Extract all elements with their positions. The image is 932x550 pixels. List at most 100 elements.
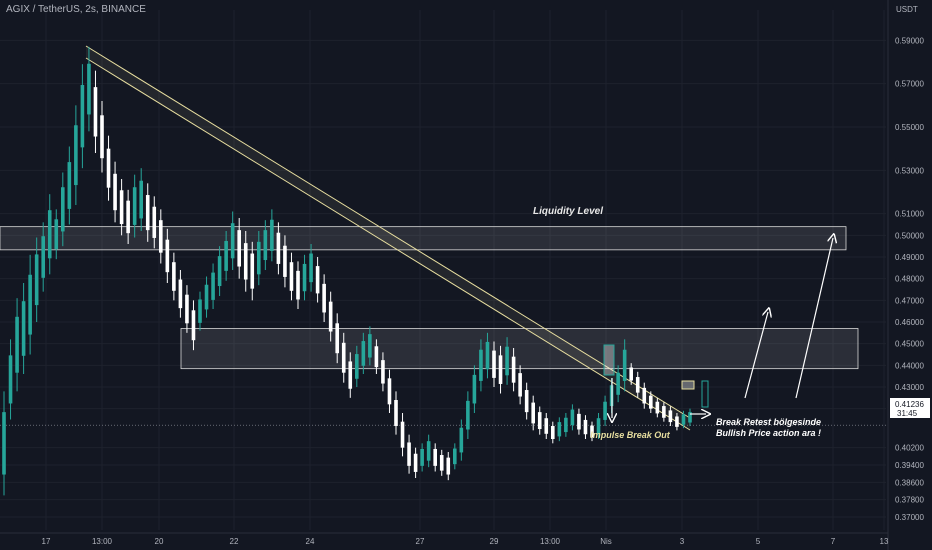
current-price-badge xyxy=(890,398,930,418)
candle-body xyxy=(355,354,359,379)
candle-body xyxy=(289,262,294,291)
trendline-lower xyxy=(85,57,691,431)
candle-body xyxy=(204,284,209,310)
price-tick-label[interactable]: 0.43000 xyxy=(895,383,924,392)
liquidity-zone xyxy=(0,226,847,251)
candle-body xyxy=(93,87,98,137)
time-tick-label[interactable]: 13 xyxy=(880,537,889,546)
candle-body xyxy=(466,400,470,430)
candle-body xyxy=(224,240,228,271)
candle-body xyxy=(335,323,339,354)
candle-body xyxy=(165,239,170,273)
time-tick-label[interactable]: 13:00 xyxy=(92,537,113,546)
price-tick-label[interactable]: 0.46000 xyxy=(895,318,924,327)
price-tick-label[interactable]: 0.44000 xyxy=(895,361,924,370)
bullish-arrow-2 xyxy=(795,238,833,399)
zones-layer xyxy=(0,226,859,370)
candle-body xyxy=(570,409,575,426)
symbol-title[interactable]: AGIX / TetherUS, 2s, BINANCE xyxy=(6,4,146,15)
candle-body xyxy=(191,310,196,341)
time-tick-label[interactable]: 5 xyxy=(756,537,761,546)
candle-body xyxy=(283,245,287,277)
time-tick-label[interactable]: 24 xyxy=(306,537,315,546)
price-tick-label[interactable]: 0.59000 xyxy=(895,36,924,45)
price-tick-label[interactable]: 0.45000 xyxy=(895,340,924,349)
price-axis[interactable]: 0.59000 0.57000 0.55000 0.53000 0.51000 0.500… xyxy=(895,36,924,522)
candle-body xyxy=(198,299,202,323)
price-tick-label[interactable]: 0.48000 xyxy=(895,275,924,284)
candle-countdown: 31:45 xyxy=(897,409,918,418)
candle-body xyxy=(688,412,692,423)
candle-body xyxy=(400,421,405,448)
candle-body xyxy=(446,457,451,475)
candle-body xyxy=(524,390,529,413)
price-tick-label[interactable]: 0.37800 xyxy=(895,496,924,505)
candle-body xyxy=(348,361,353,389)
price-tick-label[interactable]: 0.40200 xyxy=(895,444,924,453)
time-tick-label[interactable]: 27 xyxy=(416,537,425,546)
candle-body xyxy=(505,346,509,376)
price-tick-label[interactable]: 0.39400 xyxy=(895,461,924,470)
candle-body xyxy=(662,406,666,418)
price-tick-label[interactable]: 0.47000 xyxy=(895,296,924,305)
projected-candle-2 xyxy=(701,380,709,408)
liquidity-level-label: Liquidity Level xyxy=(533,206,603,217)
candle-body xyxy=(341,342,346,373)
candle-body xyxy=(544,418,549,434)
candle-body xyxy=(479,349,483,381)
time-tick-label[interactable]: 13:00 xyxy=(540,537,561,546)
price-tick-label[interactable]: 0.38600 xyxy=(895,478,924,487)
price-tick-label[interactable]: 0.57000 xyxy=(895,80,924,89)
candle-body xyxy=(270,219,274,251)
candle-body xyxy=(243,243,248,280)
candle-body xyxy=(368,334,372,358)
currency-label: USDT xyxy=(896,5,918,14)
candle-body xyxy=(263,230,268,261)
time-tick-label[interactable]: 3 xyxy=(680,537,685,546)
candle-body xyxy=(439,455,444,471)
candle-body xyxy=(551,426,555,439)
candle-body xyxy=(145,195,150,231)
candle-body xyxy=(132,187,137,225)
candle-body xyxy=(54,219,59,250)
time-tick-label[interactable]: Nis xyxy=(600,537,612,546)
candle-body xyxy=(230,223,235,259)
candle-body xyxy=(485,341,490,370)
candle-body xyxy=(185,294,189,324)
candle-body xyxy=(492,350,496,378)
impulse-break-out-label: Impulse Break Out xyxy=(590,430,671,440)
time-tick-label[interactable]: 29 xyxy=(490,537,499,546)
price-tick-label[interactable]: 0.53000 xyxy=(895,166,924,175)
price-tick-label[interactable]: 0.49000 xyxy=(895,253,924,262)
candle-body xyxy=(511,356,516,383)
candle-body xyxy=(80,84,85,148)
candle-body xyxy=(315,266,320,294)
time-tick-label[interactable]: 17 xyxy=(42,537,51,546)
candle-body xyxy=(381,360,385,384)
time-tick-label[interactable]: 22 xyxy=(230,537,239,546)
candle-body xyxy=(675,416,679,427)
time-tick-label[interactable]: 7 xyxy=(831,537,836,546)
price-tick-label[interactable]: 0.37000 xyxy=(895,513,924,522)
candle-body xyxy=(139,180,143,219)
candle-body xyxy=(296,270,300,300)
price-tick-label[interactable]: 0.55000 xyxy=(895,123,924,132)
time-axis[interactable]: 17 13:00 20 22 24 27 29 13:00 Nis 3 5 7 13 xyxy=(42,537,889,546)
candle-body xyxy=(106,148,111,188)
candle-body xyxy=(681,414,686,425)
candle-body xyxy=(237,230,241,267)
candle-body xyxy=(387,378,392,405)
candle-body xyxy=(557,422,562,437)
candle-body xyxy=(472,374,477,404)
time-tick-label[interactable]: 20 xyxy=(155,537,164,546)
candle-body xyxy=(603,401,607,420)
candle-body xyxy=(498,355,503,384)
candle-body xyxy=(420,448,424,466)
candle-body xyxy=(577,413,581,430)
price-tick-label[interactable]: 0.50000 xyxy=(895,231,924,240)
candle-body xyxy=(67,162,72,209)
price-tick-label[interactable]: 0.51000 xyxy=(895,210,924,219)
candle-body xyxy=(649,395,653,409)
candle-body xyxy=(211,272,215,300)
